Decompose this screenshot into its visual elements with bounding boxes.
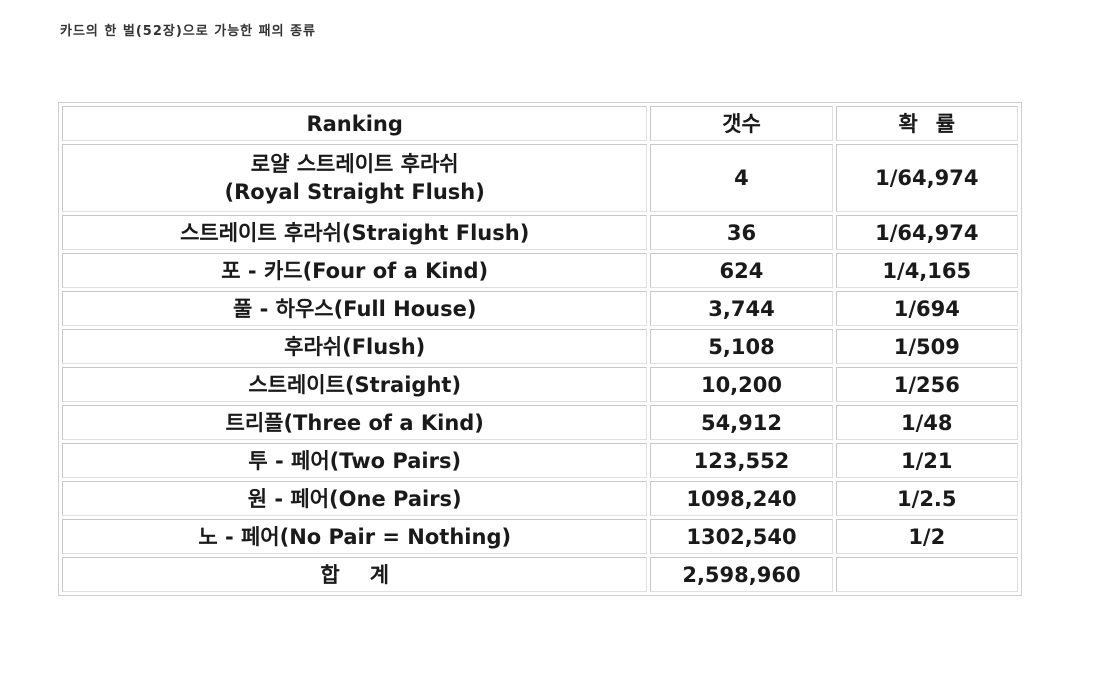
count-cell: 4 — [650, 144, 833, 212]
rank-cell: 원 - 페어(One Pairs) — [62, 481, 648, 516]
probability-cell: 1/48 — [835, 405, 1018, 440]
count-cell: 1098,240 — [650, 481, 833, 516]
rank-cell: 후라쉬(Flush) — [62, 329, 648, 364]
count-cell: 10,200 — [650, 367, 833, 402]
table-row: 스트레이트(Straight) 10,200 1/256 — [62, 367, 1018, 402]
probability-cell: 1/4,165 — [835, 253, 1018, 288]
count-cell: 624 — [650, 253, 833, 288]
table-row: 원 - 페어(One Pairs) 1098,240 1/2.5 — [62, 481, 1018, 516]
poker-hands-table: Ranking 갯수 확률 로얄 스트레이트 후라쉬 (Royal Straig… — [58, 102, 1022, 596]
total-row: 합계 2,598,960 — [62, 557, 1018, 592]
rank-name-english: (Royal Straight Flush) — [224, 180, 485, 204]
header-ranking: Ranking — [62, 106, 648, 141]
rank-cell: 스트레이트(Straight) — [62, 367, 648, 402]
table-row: 노 - 페어(No Pair = Nothing) 1302,540 1/2 — [62, 519, 1018, 554]
total-count: 2,598,960 — [650, 557, 833, 592]
table-row: 풀 - 하우스(Full House) 3,744 1/694 — [62, 291, 1018, 326]
count-cell: 54,912 — [650, 405, 833, 440]
rank-cell: 풀 - 하우스(Full House) — [62, 291, 648, 326]
probability-cell: 1/2 — [835, 519, 1018, 554]
count-cell: 3,744 — [650, 291, 833, 326]
total-label: 합계 — [62, 557, 648, 592]
probability-cell: 1/64,974 — [835, 215, 1018, 250]
rank-name-korean: 로얄 스트레이트 후라쉬 — [250, 152, 459, 176]
probability-cell: 1/21 — [835, 443, 1018, 478]
count-cell: 123,552 — [650, 443, 833, 478]
probability-cell: 1/256 — [835, 367, 1018, 402]
page-caption: 카드의 한 벌(52장)으로 가능한 패의 종류 — [60, 24, 317, 39]
rank-cell: 포 - 카드(Four of a Kind) — [62, 253, 648, 288]
table-row: 투 - 페어(Two Pairs) 123,552 1/21 — [62, 443, 1018, 478]
probability-cell: 1/2.5 — [835, 481, 1018, 516]
table-row: 포 - 카드(Four of a Kind) 624 1/4,165 — [62, 253, 1018, 288]
table-row: 스트레이트 후라쉬(Straight Flush) 36 1/64,974 — [62, 215, 1018, 250]
table-row: 로얄 스트레이트 후라쉬 (Royal Straight Flush) 4 1/… — [62, 144, 1018, 212]
probability-cell: 1/64,974 — [835, 144, 1018, 212]
rank-cell: 노 - 페어(No Pair = Nothing) — [62, 519, 648, 554]
probability-cell: 1/694 — [835, 291, 1018, 326]
probability-cell: 1/509 — [835, 329, 1018, 364]
table-row: 후라쉬(Flush) 5,108 1/509 — [62, 329, 1018, 364]
rank-cell: 스트레이트 후라쉬(Straight Flush) — [62, 215, 648, 250]
header-probability: 확률 — [835, 106, 1018, 141]
count-cell: 36 — [650, 215, 833, 250]
rank-cell: 로얄 스트레이트 후라쉬 (Royal Straight Flush) — [62, 144, 648, 212]
count-cell: 5,108 — [650, 329, 833, 364]
table-header-row: Ranking 갯수 확률 — [62, 106, 1018, 141]
table-row: 트리플(Three of a Kind) 54,912 1/48 — [62, 405, 1018, 440]
header-count: 갯수 — [650, 106, 833, 141]
rank-cell: 투 - 페어(Two Pairs) — [62, 443, 648, 478]
count-cell: 1302,540 — [650, 519, 833, 554]
rank-cell: 트리플(Three of a Kind) — [62, 405, 648, 440]
total-probability — [835, 557, 1018, 592]
